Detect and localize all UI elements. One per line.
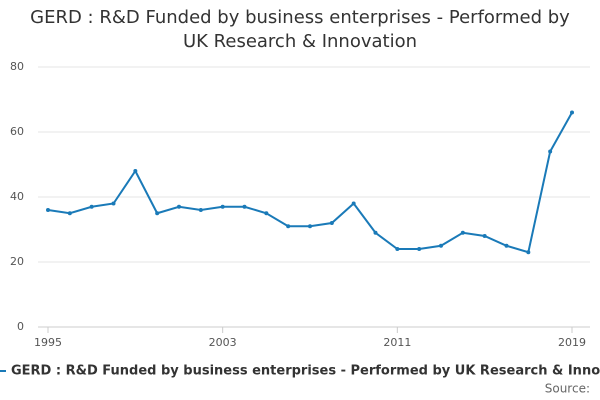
point: [548, 149, 553, 154]
point: [373, 230, 378, 235]
line: [47, 112, 573, 254]
point: [198, 208, 203, 212]
point: [570, 110, 574, 115]
point: [417, 247, 422, 251]
point: [264, 211, 269, 216]
y-tick-label: 40: [10, 190, 24, 203]
point: [482, 234, 487, 238]
source: Source:: [545, 382, 590, 396]
point: [67, 211, 72, 216]
point: [155, 211, 160, 216]
chart-title: GERD : R&D Funded by business enterprise…: [30, 7, 570, 52]
point: [351, 201, 356, 206]
point: [220, 204, 225, 209]
legend-label: GERD : R&D Funded by business enterprise…: [11, 364, 600, 379]
point: [504, 243, 509, 248]
y-tick-label: 20: [10, 255, 24, 268]
point: [242, 204, 247, 209]
x-tick-label: 2011: [383, 336, 411, 349]
y-tick-label: 80: [10, 60, 24, 73]
point: [89, 204, 94, 209]
point: [133, 169, 138, 173]
x-tick-label: 2019: [558, 336, 586, 349]
point: [526, 250, 531, 255]
y-tick-label: 0: [17, 320, 24, 333]
point: [308, 224, 312, 229]
y-tick-label: 60: [10, 125, 24, 138]
point: [46, 208, 50, 212]
point: [177, 204, 181, 209]
point: [460, 230, 465, 235]
point: [395, 247, 400, 251]
point: [111, 201, 116, 206]
point: [286, 224, 291, 229]
x-tick-label: 1995: [34, 336, 62, 349]
point: [439, 243, 443, 248]
x-tick-label: 2003: [209, 336, 237, 349]
point: [329, 221, 334, 225]
